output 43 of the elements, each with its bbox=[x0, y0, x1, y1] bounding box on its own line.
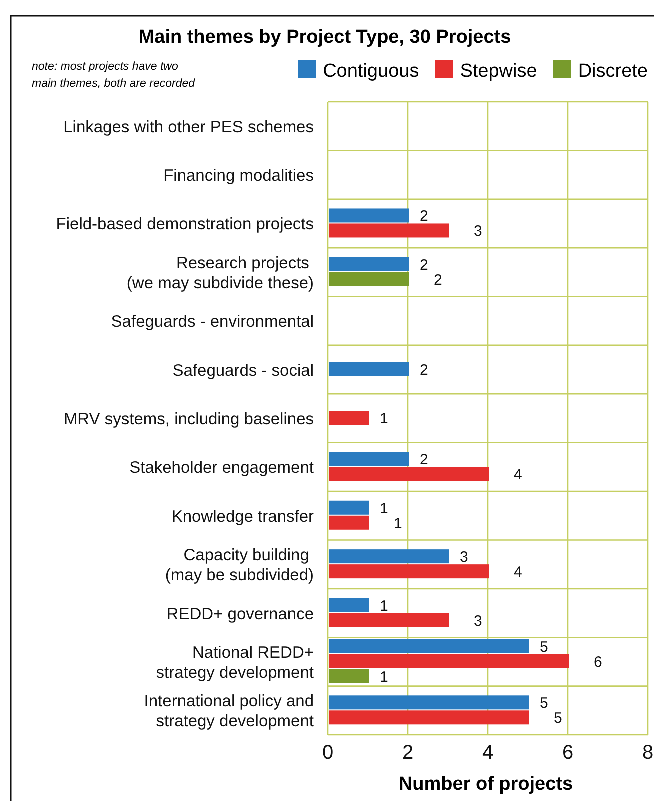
y-tick-label: Capacity building (may be subdivided) bbox=[165, 546, 314, 585]
data-label: 2 bbox=[420, 452, 428, 469]
data-label: 2 bbox=[434, 272, 442, 289]
y-tick-label: REDD+ governance bbox=[166, 605, 314, 624]
y-tick-label: MRV systems, including baselines bbox=[64, 410, 314, 428]
y-tick-label: Safeguards - social bbox=[172, 362, 314, 380]
x-axis-title: Number of projects bbox=[398, 774, 574, 795]
data-label: 2 bbox=[420, 208, 428, 226]
x-tick-label: 0 bbox=[322, 742, 334, 764]
data-label: 5 bbox=[540, 638, 548, 656]
data-label: 4 bbox=[514, 564, 522, 582]
x-tick-label: 6 bbox=[562, 742, 574, 764]
legend-label: Stepwise bbox=[460, 61, 538, 82]
y-tick-label: Linkages with other PES schemes bbox=[64, 118, 314, 136]
chart-title: Main themes by Project Type, 30 Projects bbox=[138, 27, 512, 48]
y-tick-label: International policy and strategy development bbox=[144, 692, 314, 731]
x-tick-label: 2 bbox=[402, 742, 414, 764]
y-tick-label: National REDD+ strategy development bbox=[156, 644, 314, 682]
y-tick-label: Knowledge transfer bbox=[172, 508, 314, 526]
data-label: 3 bbox=[474, 223, 482, 240]
y-tick-label: Research projects (we may subdivide these) bbox=[126, 254, 314, 292]
y-tick-label: Field-based demonstration projects bbox=[56, 216, 314, 234]
data-label: 4 bbox=[514, 466, 522, 484]
y-tick-label: Safeguards - environmental bbox=[111, 313, 314, 332]
data-label: 1 bbox=[394, 515, 402, 532]
data-label: 1 bbox=[380, 500, 388, 518]
data-label: 1 bbox=[380, 668, 388, 686]
data-label: 6 bbox=[594, 654, 602, 671]
x-tick-label: 8 bbox=[642, 742, 654, 764]
data-label: 2 bbox=[420, 256, 428, 274]
data-label: 5 bbox=[540, 695, 548, 712]
data-label: 2 bbox=[420, 362, 428, 379]
legend-label: Discrete bbox=[578, 61, 648, 82]
y-tick-label: Financing modalities bbox=[164, 167, 314, 186]
x-tick-label: 4 bbox=[482, 742, 494, 764]
legend-label: Contiguous bbox=[323, 61, 420, 82]
data-label: 1 bbox=[380, 410, 388, 428]
data-label: 5 bbox=[554, 710, 562, 728]
text: note: most projects have two main themes, both are recorded bbox=[32, 61, 196, 90]
data-label: 1 bbox=[380, 598, 388, 615]
y-tick-label: Stakeholder engagement bbox=[130, 459, 314, 478]
data-label: 3 bbox=[474, 612, 482, 630]
data-label: 3 bbox=[460, 549, 468, 566]
